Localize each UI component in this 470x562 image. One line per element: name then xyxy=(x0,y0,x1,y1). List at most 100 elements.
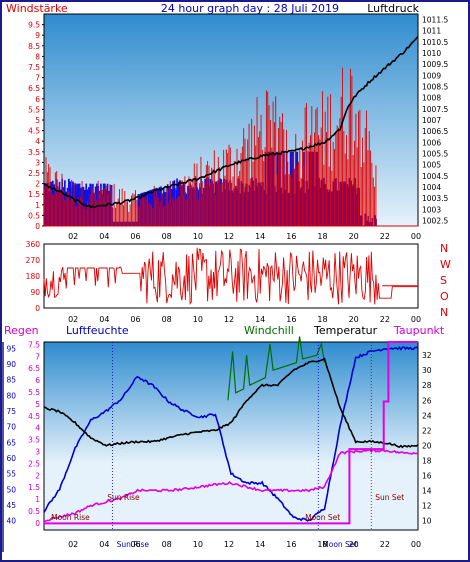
x-tick-label: 14 xyxy=(255,540,265,549)
x-tick-label: 08 xyxy=(162,315,172,324)
pressure-tick-label: 1008 xyxy=(422,94,441,103)
x-tick-label: 18 xyxy=(317,315,327,324)
wind-tick-label: 3.5 xyxy=(28,148,40,157)
x-tick-label: 02 xyxy=(68,232,78,241)
rain-tick-label: 0 xyxy=(35,519,40,528)
x-tick-label: 12 xyxy=(224,540,234,549)
x-tick-label: 06 xyxy=(130,232,140,241)
compass-label: N xyxy=(440,306,448,319)
humidity-tick-label: 65 xyxy=(6,438,16,447)
wind-tick-label: 7 xyxy=(35,74,40,83)
wind-tick-label: 1 xyxy=(35,201,40,210)
x-tick-label: 06 xyxy=(130,315,140,324)
event-label: Sun Set xyxy=(375,493,404,502)
wind-average-bar xyxy=(162,187,165,226)
x-tick-label: 18 xyxy=(317,232,327,241)
pressure-tick-label: 1002.5 xyxy=(422,216,448,225)
direction-tick-label: 360 xyxy=(26,240,41,249)
humidity-tick-label: 55 xyxy=(6,470,16,479)
wind-average-bar xyxy=(82,186,85,226)
rain-tick-label: 0.5 xyxy=(28,507,40,516)
rain-tick-label: 6.5 xyxy=(28,364,40,373)
direction-tick-label: 270 xyxy=(26,256,41,265)
wind-tick-label: 3 xyxy=(35,158,40,167)
pressure-tick-label: 1011.5 xyxy=(422,16,448,25)
pressure-tick-label: 1008.5 xyxy=(422,83,448,92)
temperature-tick-label: 18 xyxy=(422,456,432,465)
wind-tick-label: 1.5 xyxy=(28,190,40,199)
x-tick-label: 22 xyxy=(380,232,390,241)
compass-label: N xyxy=(440,242,448,255)
wind-average-bar xyxy=(76,184,78,226)
humidity-line xyxy=(43,346,419,522)
wind-tick-label: 9 xyxy=(35,31,40,40)
humidity-tick-label: 70 xyxy=(6,423,16,432)
rain-line xyxy=(44,341,418,525)
x-tick-label: 02 xyxy=(68,315,78,324)
x-tick-label: 00 xyxy=(411,540,421,549)
x-tick-label: 16 xyxy=(286,540,296,549)
legend-temperatur: Temperatur xyxy=(313,324,378,337)
wind-tick-label: 4 xyxy=(35,137,40,146)
pressure-tick-label: 1006 xyxy=(422,138,441,147)
wind-axis-title: Windstärke xyxy=(6,2,68,15)
windchill-line xyxy=(227,336,326,401)
temperature-tick-label: 30 xyxy=(422,366,432,375)
humidity-tick-label: 50 xyxy=(6,485,16,494)
rain-tick-label: 4.5 xyxy=(28,412,40,421)
wind-average-bar xyxy=(152,189,154,226)
rain-tick-label: 1.5 xyxy=(28,483,40,492)
rain-tick-label: 2 xyxy=(35,471,40,480)
rain-tick-label: 4 xyxy=(35,424,40,433)
legend-taupunkt: Taupunkt xyxy=(393,324,445,337)
pressure-tick-label: 1011 xyxy=(422,27,441,36)
temperature-tick-label: 24 xyxy=(422,411,432,420)
x-tick-label: 04 xyxy=(99,232,109,241)
event-label: Moon Set xyxy=(305,513,340,522)
temperature-tick-label: 10 xyxy=(422,517,432,526)
x-tick-label: 20 xyxy=(349,540,359,549)
compass-label: O xyxy=(440,290,449,303)
pressure-tick-label: 1009 xyxy=(422,71,441,80)
rain-tick-label: 5.5 xyxy=(28,388,40,397)
x-tick-label: 18 xyxy=(317,540,327,549)
x-tick-label: 10 xyxy=(193,315,203,324)
wind-tick-label: 0 xyxy=(35,222,40,231)
wind-tick-label: 6.5 xyxy=(28,84,40,93)
wind-tick-label: 5.5 xyxy=(28,105,40,114)
x-tick-label: 04 xyxy=(99,315,109,324)
x-tick-label: 20 xyxy=(349,315,359,324)
legend-regen: Regen xyxy=(4,324,39,337)
temperature-tick-label: 26 xyxy=(422,396,432,405)
rain-tick-label: 1 xyxy=(35,495,40,504)
legend-luftfeuchte: Luftfeuchte xyxy=(66,324,129,337)
temperature-tick-label: 16 xyxy=(422,471,432,480)
humidity-tick-label: 80 xyxy=(6,391,16,400)
compass-label: S xyxy=(440,274,447,287)
x-tick-label: 00 xyxy=(411,315,421,324)
wind-average-bar xyxy=(158,186,161,226)
event-label: Moon Set xyxy=(322,540,357,549)
wind-tick-label: 8 xyxy=(35,52,40,61)
rain-tick-label: 5 xyxy=(35,400,40,409)
x-tick-label: 08 xyxy=(162,540,172,549)
x-tick-label: 02 xyxy=(68,540,78,549)
compass-label: W xyxy=(440,258,451,271)
wind-tick-label: 9.5 xyxy=(28,21,40,30)
x-tick-label: 12 xyxy=(224,232,234,241)
pressure-tick-label: 1006.5 xyxy=(422,127,448,136)
temperature-tick-label: 28 xyxy=(422,381,432,390)
wind-tick-label: 8.5 xyxy=(28,42,40,51)
direction-tick-label: 180 xyxy=(26,272,41,281)
wind-tick-label: 2 xyxy=(35,180,40,189)
humidity-tick-label: 95 xyxy=(6,344,16,353)
pressure-line xyxy=(43,35,419,209)
event-label: Moon Rise xyxy=(51,513,90,522)
x-tick-label: 10 xyxy=(193,540,203,549)
wind-tick-label: 0.5 xyxy=(28,211,40,220)
pressure-tick-label: 1010 xyxy=(422,49,441,58)
x-tick-label: 16 xyxy=(286,315,296,324)
wind-direction-line xyxy=(43,247,418,305)
